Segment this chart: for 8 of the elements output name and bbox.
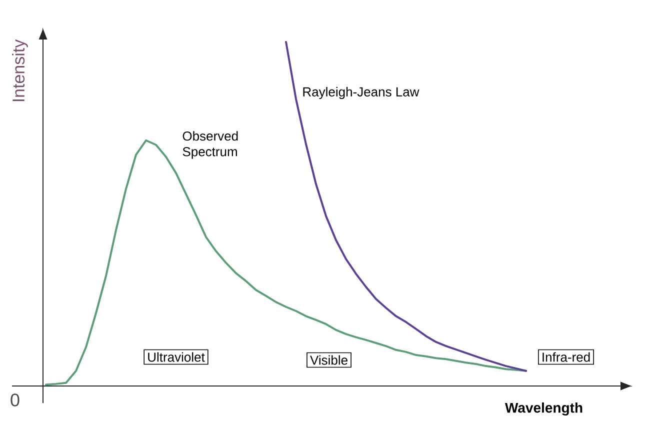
x-axis-title: Wavelength xyxy=(504,402,582,416)
y-axis-title: Intensity xyxy=(12,39,28,102)
annotation: Ultraviolet xyxy=(148,352,205,362)
text: 0 xyxy=(10,394,20,406)
series-label: Observed Spectrum xyxy=(182,131,238,159)
series-label: Rayleigh-Jeans Law xyxy=(303,86,420,100)
annotation: Visible xyxy=(310,355,348,365)
text: Infra-red xyxy=(542,352,590,362)
